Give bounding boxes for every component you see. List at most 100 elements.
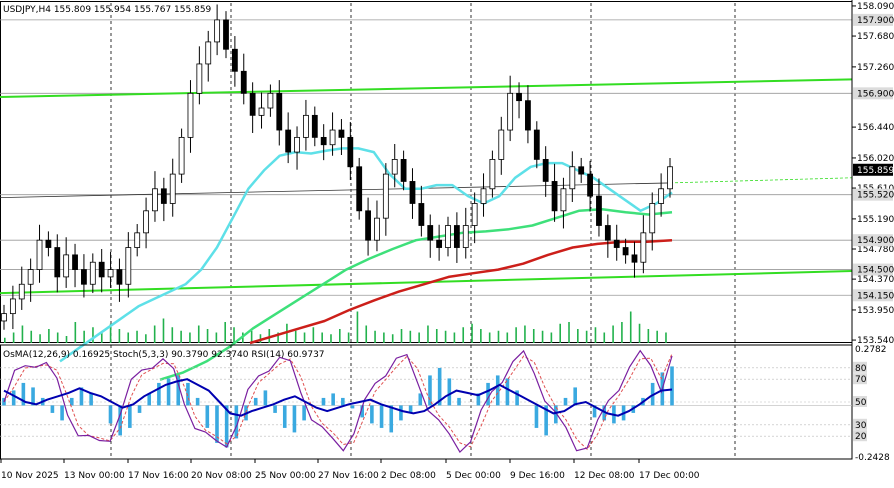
candle-body-71 xyxy=(631,254,638,263)
osma-bar-40 xyxy=(389,405,394,433)
candle-body-69 xyxy=(613,239,620,248)
volume-bar-15 xyxy=(136,330,138,343)
osma-bar-6 xyxy=(60,405,64,421)
osma-bar-36 xyxy=(350,405,355,409)
time-label-0: 10 Nov 2025 xyxy=(1,471,59,481)
level-label-2: 155.520 xyxy=(857,191,894,201)
candle-body-34 xyxy=(303,114,309,138)
price-tick-label-0: 158.090 xyxy=(857,2,894,12)
volume-bar-38 xyxy=(339,329,341,343)
candle-body-10 xyxy=(89,261,96,285)
volume-bar-51 xyxy=(453,332,456,343)
volume-bar-55 xyxy=(488,332,491,343)
osma-bar-12 xyxy=(118,405,122,436)
osma-bar-3 xyxy=(31,387,35,406)
time-label-1: 13 Nov 00:00 xyxy=(64,471,125,481)
volume-bar-3 xyxy=(30,330,33,343)
osma-bar-47 xyxy=(457,397,461,406)
volume-bar-16 xyxy=(145,334,147,343)
time-label-3: 20 Nov 08:00 xyxy=(191,471,252,481)
current-price-box xyxy=(853,163,893,176)
price-tick-label-1: 157.680 xyxy=(857,32,894,42)
level-label-5: 154.150 xyxy=(857,291,894,301)
candle-body-25 xyxy=(223,19,229,50)
price-tick-label-4: 156.020 xyxy=(857,154,894,164)
volume-bar-36 xyxy=(321,332,323,343)
osma-bar-38 xyxy=(370,405,374,424)
candle-body-18 xyxy=(160,188,167,204)
osma-bar-24 xyxy=(234,405,239,439)
stoch-main-line xyxy=(3,349,673,453)
candle-body-63 xyxy=(560,188,567,212)
osc-axis-label-5: 20 xyxy=(855,432,867,442)
candle-body-67 xyxy=(596,195,602,226)
trend-line-upper xyxy=(0,78,853,98)
osc-level-box-2 xyxy=(853,373,867,385)
candle-body-61 xyxy=(542,159,549,182)
candle-body-43 xyxy=(382,173,389,219)
candle-body-74 xyxy=(658,188,665,204)
candle-body-37 xyxy=(329,129,336,146)
osma-bar-39 xyxy=(379,405,384,428)
osma-bar-30 xyxy=(292,405,297,433)
candle-body-54 xyxy=(480,188,487,204)
volume-bar-25 xyxy=(224,322,226,343)
osma-bar-57 xyxy=(554,405,558,424)
trend-line-lower xyxy=(0,270,853,295)
time-label-5: 27 Nov 16:00 xyxy=(318,471,379,481)
candle-body-66 xyxy=(587,173,593,197)
osma-bar-56 xyxy=(544,405,548,436)
osma-bar-49 xyxy=(476,393,481,406)
level-box-0 xyxy=(853,13,893,26)
volume-bar-10 xyxy=(92,327,94,343)
volume-bar-4 xyxy=(39,334,41,343)
osma-bar-44 xyxy=(428,375,432,406)
time-axis: 10 Nov 2025 13 Nov 00:00 17 Nov 16:00 20 No… xyxy=(0,459,700,481)
candle-body-7 xyxy=(63,254,70,278)
volume-bar-33 xyxy=(294,330,297,343)
volume-bar-19 xyxy=(171,327,174,343)
candle-body-49 xyxy=(436,239,443,248)
osma-bar-58 xyxy=(563,397,568,406)
osc-level-box-4 xyxy=(853,418,867,430)
candle-body-73 xyxy=(649,203,656,234)
candle-body-72 xyxy=(640,232,647,263)
current-price-label: 155.859 xyxy=(857,166,894,176)
osma-bar-55 xyxy=(534,405,539,428)
volume-bar-47 xyxy=(418,332,420,343)
volume-bar-72 xyxy=(638,323,641,343)
candle-body-31 xyxy=(276,92,283,131)
volume-bar-22 xyxy=(197,325,200,343)
osma-bar-22 xyxy=(215,405,219,443)
candle-body-16 xyxy=(143,210,149,234)
level-box-4 xyxy=(853,263,893,276)
osma-bar-15 xyxy=(147,393,152,406)
candle-body-60 xyxy=(533,129,540,160)
level-label-1: 156.900 xyxy=(857,89,894,99)
level-box-3 xyxy=(853,234,893,247)
osma-bar-23 xyxy=(224,405,229,448)
level-label-0: 157.900 xyxy=(857,16,894,26)
volume-bar-14 xyxy=(127,332,130,343)
rsi-line xyxy=(3,378,673,417)
volume-bar-37 xyxy=(330,334,332,343)
price-tick-label-2: 157.260 xyxy=(857,63,894,73)
candle-body-15 xyxy=(134,232,141,248)
candle-body-9 xyxy=(81,269,87,285)
volume-bars xyxy=(4,311,667,343)
candle-body-36 xyxy=(320,136,327,146)
osc-level-box-5 xyxy=(853,430,867,442)
candle-body-22 xyxy=(196,63,203,94)
volume-bar-44 xyxy=(391,334,394,343)
candle-body-24 xyxy=(214,19,221,43)
osma-bar-45 xyxy=(437,367,442,406)
volume-bar-9 xyxy=(83,330,85,343)
osma-bar-43 xyxy=(418,393,423,406)
candle-body-17 xyxy=(152,188,158,212)
osma-bar-41 xyxy=(399,405,403,421)
osma-bar-61 xyxy=(592,405,597,418)
volume-bar-73 xyxy=(647,329,650,343)
osma-bar-21 xyxy=(205,405,210,428)
price-tick-label-10: 153.540 xyxy=(857,336,894,346)
volume-bar-8 xyxy=(74,322,77,343)
